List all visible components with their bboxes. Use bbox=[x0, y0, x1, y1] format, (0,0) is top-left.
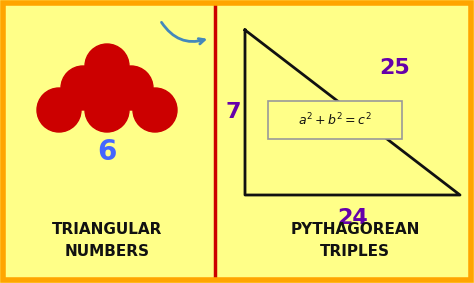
Text: 6: 6 bbox=[97, 138, 117, 166]
Text: 25: 25 bbox=[380, 58, 410, 78]
Circle shape bbox=[61, 66, 105, 110]
Text: $a^2 + b^2 = c^2$: $a^2 + b^2 = c^2$ bbox=[298, 112, 372, 128]
Text: PYTHAGOREAN: PYTHAGOREAN bbox=[290, 222, 419, 237]
Circle shape bbox=[85, 88, 129, 132]
Text: NUMBERS: NUMBERS bbox=[64, 245, 149, 260]
FancyBboxPatch shape bbox=[268, 101, 402, 139]
Circle shape bbox=[37, 88, 81, 132]
Text: TRIANGULAR: TRIANGULAR bbox=[52, 222, 162, 237]
Circle shape bbox=[133, 88, 177, 132]
Circle shape bbox=[85, 44, 129, 88]
Text: TRIPLES: TRIPLES bbox=[320, 245, 390, 260]
Text: 7: 7 bbox=[225, 102, 241, 123]
Circle shape bbox=[109, 66, 153, 110]
Text: 24: 24 bbox=[337, 208, 368, 228]
